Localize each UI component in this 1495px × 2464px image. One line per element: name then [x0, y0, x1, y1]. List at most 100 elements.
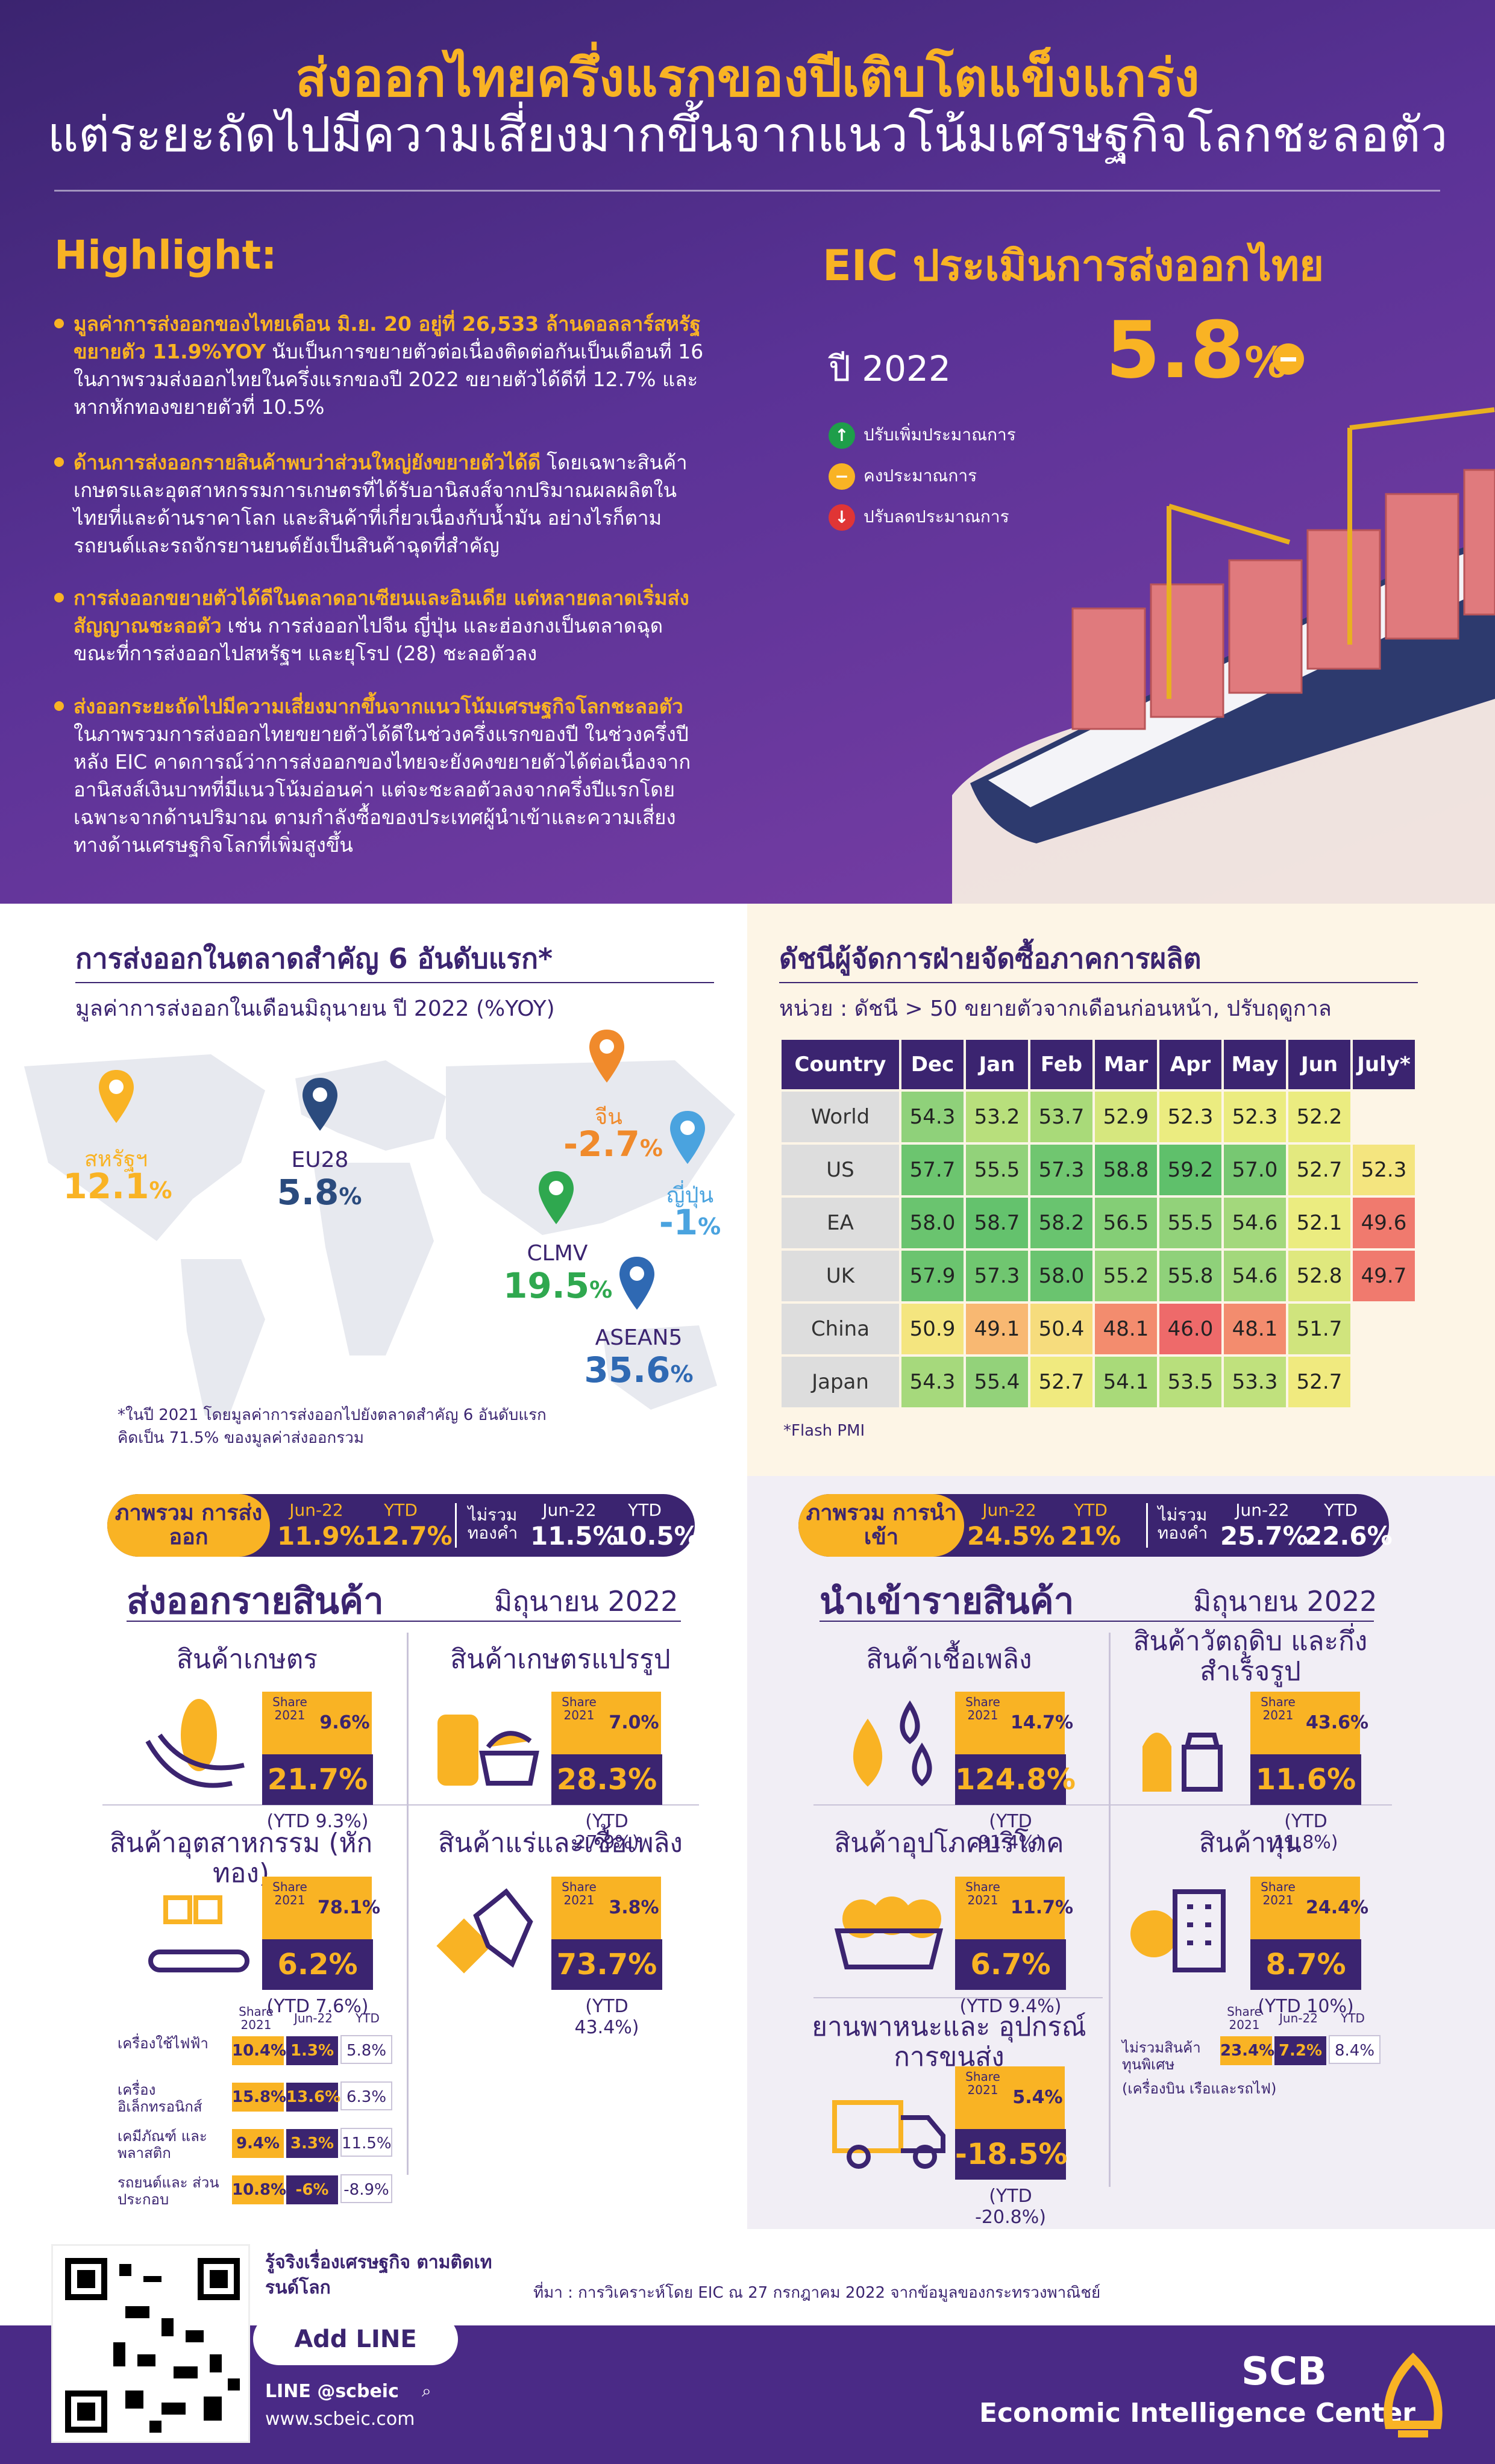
divider [102, 1804, 699, 1806]
qr-code-icon [65, 2258, 240, 2433]
highlight-title: Highlight: [54, 232, 277, 278]
world-map [24, 1054, 735, 1416]
sub-item-values: 10.4% 1.3% 5.8% [232, 2035, 392, 2065]
share-label: Share 2021 [262, 1692, 318, 1754]
ytd-value: (YTD 9.3%) [266, 1811, 369, 1832]
pmi-value-cell: 54.6 [1224, 1251, 1286, 1301]
sub-header-jun: Jun-22 [294, 2011, 333, 2025]
share-value: 24.4% [1306, 1877, 1368, 1939]
special-header-ytd: YTD [1341, 2011, 1365, 2025]
legend-maintain: − คงประมาณการ [829, 463, 977, 490]
map-pin-us-icon [99, 1070, 134, 1123]
minerals-icon [436, 1888, 533, 1974]
pmi-col-header: Country [782, 1040, 899, 1089]
pmi-col-header: May [1224, 1040, 1286, 1089]
special-row-values: 23.4% 7.2% 8.4% [1220, 2035, 1381, 2065]
share-value: 9.6% [318, 1692, 372, 1754]
product-category-title: ยานพาหนะและ อุปกรณ์การขนส่ง [812, 2012, 1086, 2072]
pmi-country-cell: China [782, 1304, 899, 1354]
pmi-col-header: Feb [1030, 1040, 1092, 1089]
pmi-col-header: July* [1353, 1040, 1415, 1089]
ex-gold-label: ไม่รวม ทองคำ [467, 1505, 518, 1543]
pmi-value-cell: 52.2 [1288, 1092, 1350, 1142]
pmi-value-cell: 52.3 [1159, 1092, 1221, 1142]
divider [407, 1633, 409, 2175]
pmi-subtitle: หน่วย : ดัชนี > 50 ขยายตัวจากเดือนก่อนหน… [779, 996, 1332, 1021]
line-id[interactable]: LINE @scbeic [265, 2381, 399, 2402]
ytd-value: (YTD 91.4%) [978, 1811, 1043, 1853]
share-label: Share 2021 [262, 1877, 318, 1939]
special-item-label: ไม่รวมสินค้า ทุนพิเศษ [1122, 2039, 1201, 2073]
pmi-row: China 50.9 49.1 50.4 48.1 46.0 48.1 51.7 [782, 1304, 1415, 1354]
pmi-col-header: Jun [1288, 1040, 1350, 1089]
pmi-value-cell: 57.0 [1224, 1145, 1286, 1195]
divider [75, 982, 714, 983]
pmi-value-cell: 52.7 [1030, 1357, 1092, 1407]
pmi-value-cell: 52.9 [1095, 1092, 1157, 1142]
eic-forecast-value: 5.8% [1106, 304, 1287, 396]
yoy-value: 28.3% [551, 1754, 662, 1805]
market-china-label: จีน [595, 1105, 622, 1130]
pmi-value-cell: 50.9 [901, 1304, 964, 1354]
map-pin-china-icon [589, 1030, 624, 1083]
divider [127, 1621, 681, 1622]
market-eu-label: EU28 [291, 1148, 349, 1172]
truck-icon [832, 2100, 945, 2169]
markets-title: การส่งออกในตลาดสำคัญ 6 อันดับแรก* [75, 942, 553, 975]
jun-label: Jun-22 [289, 1500, 343, 1520]
pmi-row: Japan 54.3 55.4 52.7 54.1 53.5 53.3 52.7 [782, 1357, 1415, 1407]
ytd-value: (YTD 9.4%) [959, 1996, 1062, 2017]
pmi-value-cell: 52.3 [1224, 1092, 1286, 1142]
pmi-value-cell: 55.4 [966, 1357, 1028, 1407]
product-category-title: สินค้าทุน [1199, 1828, 1302, 1859]
market-asean-label: ASEAN5 [595, 1325, 683, 1350]
corn-icon [145, 1699, 245, 1788]
add-line-button[interactable]: Add LINE [253, 2313, 458, 2365]
pmi-header-row: Country Dec Jan Feb Mar Apr May Jun July… [782, 1040, 1415, 1089]
website-link[interactable]: www.scbeic.com [265, 2409, 415, 2430]
ytd-label: YTD [384, 1500, 418, 1520]
source-note: ที่มา : การวิเคราะห์โดย EIC ณ 27 กรกฎาคม… [533, 2284, 1101, 2302]
divider [779, 982, 1418, 983]
import-summary-label: ภาพรวม การนำเข้า [798, 1494, 964, 1557]
pmi-value-cell [1353, 1357, 1415, 1407]
pmi-value-cell: 57.3 [966, 1251, 1028, 1301]
markets-footnote: *ในปี 2021 โดยมูลค่าการส่งออกไปยังตลาดสำ… [118, 1406, 547, 1447]
ex-gold-label: ไม่รวม ทองคำ [1157, 1505, 1208, 1543]
pmi-value-cell [1353, 1304, 1415, 1354]
special-header-share: Share 2021 [1227, 2004, 1262, 2032]
map-pin-asean-icon [619, 1257, 654, 1310]
pmi-value-cell: 51.7 [1288, 1304, 1350, 1354]
pmi-col-header: Jan [966, 1040, 1028, 1089]
divider [54, 190, 1440, 192]
market-us-label: สหรัฐฯ [84, 1147, 148, 1172]
import-jun-value: 24.5% [967, 1521, 1055, 1551]
export-ex-gold-ytd: 10.5% [612, 1521, 700, 1551]
highlight-bullet-3: การส่งออกขยายตัวได้ดีในตลาดอาเซียนและอิน… [54, 584, 705, 668]
market-japan-label: ญี่ปุ่น [666, 1183, 714, 1208]
pmi-country-cell: World [782, 1092, 899, 1142]
pmi-value-cell: 52.7 [1288, 1145, 1350, 1195]
pmi-country-cell: US [782, 1145, 899, 1195]
import-month: มิถุนายน 2022 [1193, 1585, 1377, 1618]
product-category-title: สินค้าวัตถุดิบ และกึ่งสำเร็จรูป [1133, 1626, 1368, 1687]
share-label: Share 2021 [955, 1877, 1011, 1939]
market-eu-value: 5.8% [277, 1172, 362, 1213]
share-value: 7.0% [607, 1692, 661, 1754]
qr-code[interactable] [51, 2244, 250, 2443]
import-ytd-value: 21% [1060, 1521, 1121, 1551]
ytd-value: (YTD 10%) [1258, 1996, 1354, 2017]
yoy-value: 124.8% [955, 1754, 1076, 1805]
highlight-bullet-2: ด้านการส่งออกรายสินค้าพบว่าส่วนใหญ่ยังขย… [54, 449, 705, 560]
share-label: Share 2021 [551, 1692, 607, 1754]
pmi-country-cell: Japan [782, 1357, 899, 1407]
export-summary-label: ภาพรวม การส่งออก [107, 1494, 270, 1557]
sub-item-values: 10.8% -6% -8.9% [232, 2174, 392, 2204]
pmi-row: World 54.3 53.2 53.7 52.9 52.3 52.3 52.2 [782, 1092, 1415, 1142]
sub-item-values: 15.8%13.6% 6.3% [232, 2081, 392, 2112]
share-value: 3.8% [607, 1877, 661, 1939]
ytd-value: (YTD 27.9%) [574, 1811, 639, 1853]
yoy-value: 8.7% [1250, 1939, 1361, 1990]
building-icon [1130, 1889, 1226, 1972]
yoy-value: 21.7% [262, 1754, 373, 1805]
